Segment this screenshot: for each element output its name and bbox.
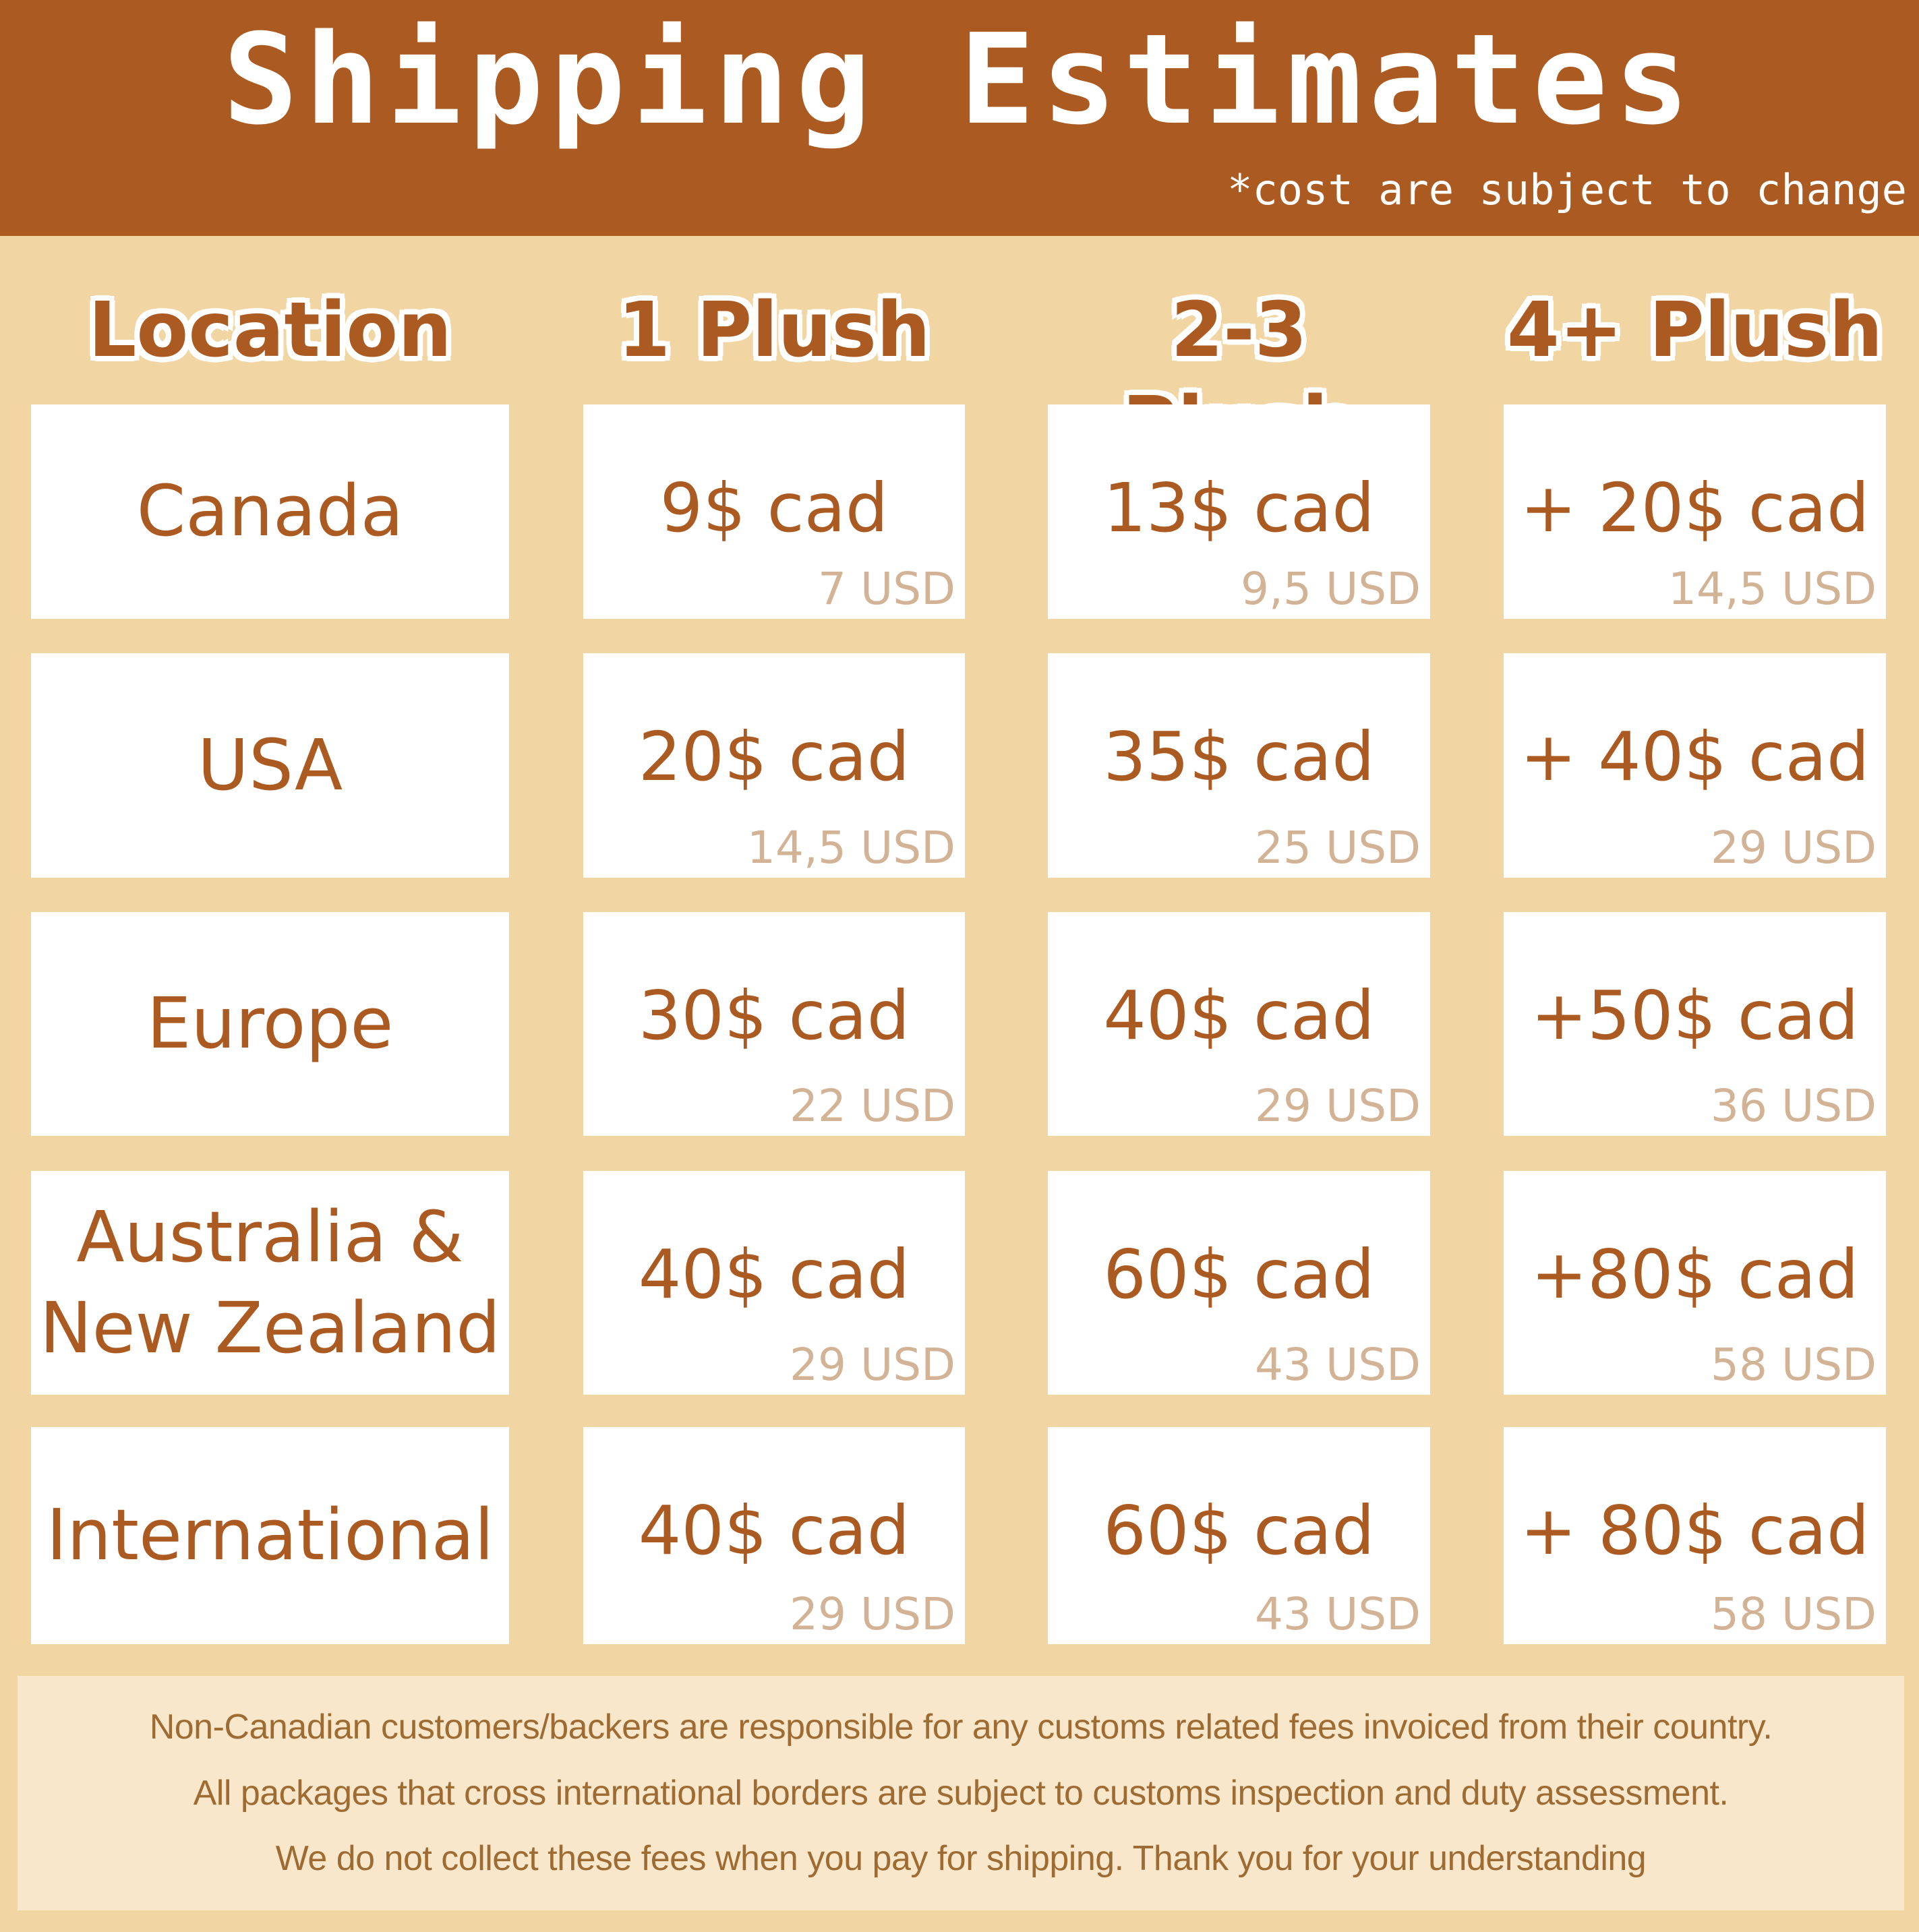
cad-price: + 20$ cad <box>1520 469 1870 547</box>
cad-price: 60$ cad <box>1103 1235 1375 1314</box>
usd-price: 29 USD <box>790 1588 955 1640</box>
column-header: 2-3 Plush <box>1122 286 1356 469</box>
cad-price: 40$ cad <box>638 1491 910 1570</box>
location-cell: International <box>31 1427 509 1644</box>
price-cell: 40$ cad 29 USD <box>1048 912 1430 1136</box>
usd-price: 14,5 USD <box>1668 563 1877 615</box>
price-cell: 20$ cad 14,5 USD <box>583 653 965 878</box>
location-label: Canada <box>136 470 404 553</box>
cad-price: +50$ cad <box>1531 976 1859 1055</box>
location-cell: Australia & New Zealand <box>31 1171 509 1395</box>
location-cell: USA <box>31 653 509 878</box>
price-cell: 30$ cad 22 USD <box>583 912 965 1136</box>
usd-price: 14,5 USD <box>747 822 955 874</box>
price-cell: 40$ cad 29 USD <box>583 1171 965 1395</box>
column-header: 1 Plush <box>618 286 931 374</box>
usd-price: 58 USD <box>1711 1588 1877 1640</box>
subtitle-note: *cost are subject to change <box>1227 165 1907 214</box>
price-cell: 60$ cad 43 USD <box>1048 1427 1430 1644</box>
cad-price: 40$ cad <box>1103 976 1375 1055</box>
cad-price: 40$ cad <box>638 1235 910 1314</box>
usd-price: 29 USD <box>1711 822 1877 874</box>
footer-line: We do not collect these fees when you pa… <box>275 1839 1647 1879</box>
price-cell: 35$ cad 25 USD <box>1048 653 1430 878</box>
location-cell: Europe <box>31 912 509 1136</box>
cad-price: 9$ cad <box>659 469 889 547</box>
location-label: International <box>46 1494 494 1577</box>
cad-price: 13$ cad <box>1103 469 1375 547</box>
price-cell: 13$ cad 9,5 USD <box>1048 404 1430 619</box>
cad-price: + 80$ cad <box>1520 1491 1870 1570</box>
price-cell: +80$ cad 58 USD <box>1504 1171 1886 1395</box>
footer-line: All packages that cross international bo… <box>193 1773 1729 1813</box>
price-cell: 9$ cad 7 USD <box>583 404 965 619</box>
price-cell: + 40$ cad 29 USD <box>1504 653 1886 878</box>
usd-price: 25 USD <box>1255 822 1421 874</box>
column-header: 4+ Plush <box>1506 286 1883 374</box>
location-label: Australia & New Zealand <box>39 1195 501 1369</box>
header-banner: Shipping Estimates *cost are subject to … <box>0 0 1919 236</box>
cad-price: 60$ cad <box>1103 1491 1375 1570</box>
cad-price: 35$ cad <box>1103 717 1375 796</box>
price-cell: +50$ cad 36 USD <box>1504 912 1886 1136</box>
cad-price: 30$ cad <box>638 976 910 1055</box>
location-label: USA <box>197 723 343 806</box>
column-header: Location <box>88 286 452 374</box>
usd-price: 29 USD <box>1255 1080 1421 1132</box>
usd-price: 9,5 USD <box>1241 563 1421 615</box>
page-title: Shipping Estimates <box>223 7 1696 152</box>
price-cell: + 20$ cad 14,5 USD <box>1504 404 1886 619</box>
usd-price: 58 USD <box>1711 1339 1877 1391</box>
price-cell: 60$ cad 43 USD <box>1048 1171 1430 1395</box>
usd-price: 43 USD <box>1255 1588 1421 1640</box>
location-label: Europe <box>146 982 394 1065</box>
usd-price: 36 USD <box>1711 1080 1877 1132</box>
location-cell: Canada <box>31 404 509 619</box>
usd-price: 29 USD <box>790 1339 955 1391</box>
cad-price: +80$ cad <box>1531 1235 1859 1314</box>
price-cell: + 80$ cad 58 USD <box>1504 1427 1886 1644</box>
usd-price: 43 USD <box>1255 1339 1421 1391</box>
price-cell: 40$ cad 29 USD <box>583 1427 965 1644</box>
usd-price: 7 USD <box>818 563 955 615</box>
cad-price: + 40$ cad <box>1520 717 1870 796</box>
cad-price: 20$ cad <box>638 717 910 796</box>
usd-price: 22 USD <box>790 1080 955 1132</box>
footer-notice: Non-Canadian customers/backers are respo… <box>18 1676 1904 1910</box>
footer-line: Non-Canadian customers/backers are respo… <box>149 1708 1773 1747</box>
